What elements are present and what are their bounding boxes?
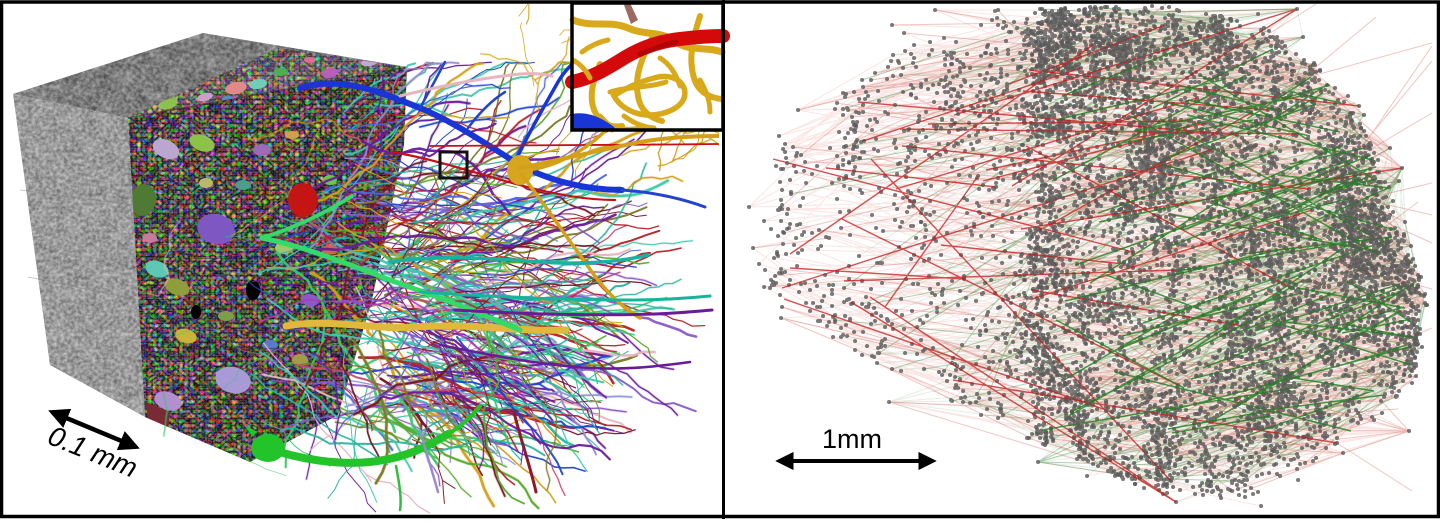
svg-text:1mm: 1mm [822,424,882,454]
